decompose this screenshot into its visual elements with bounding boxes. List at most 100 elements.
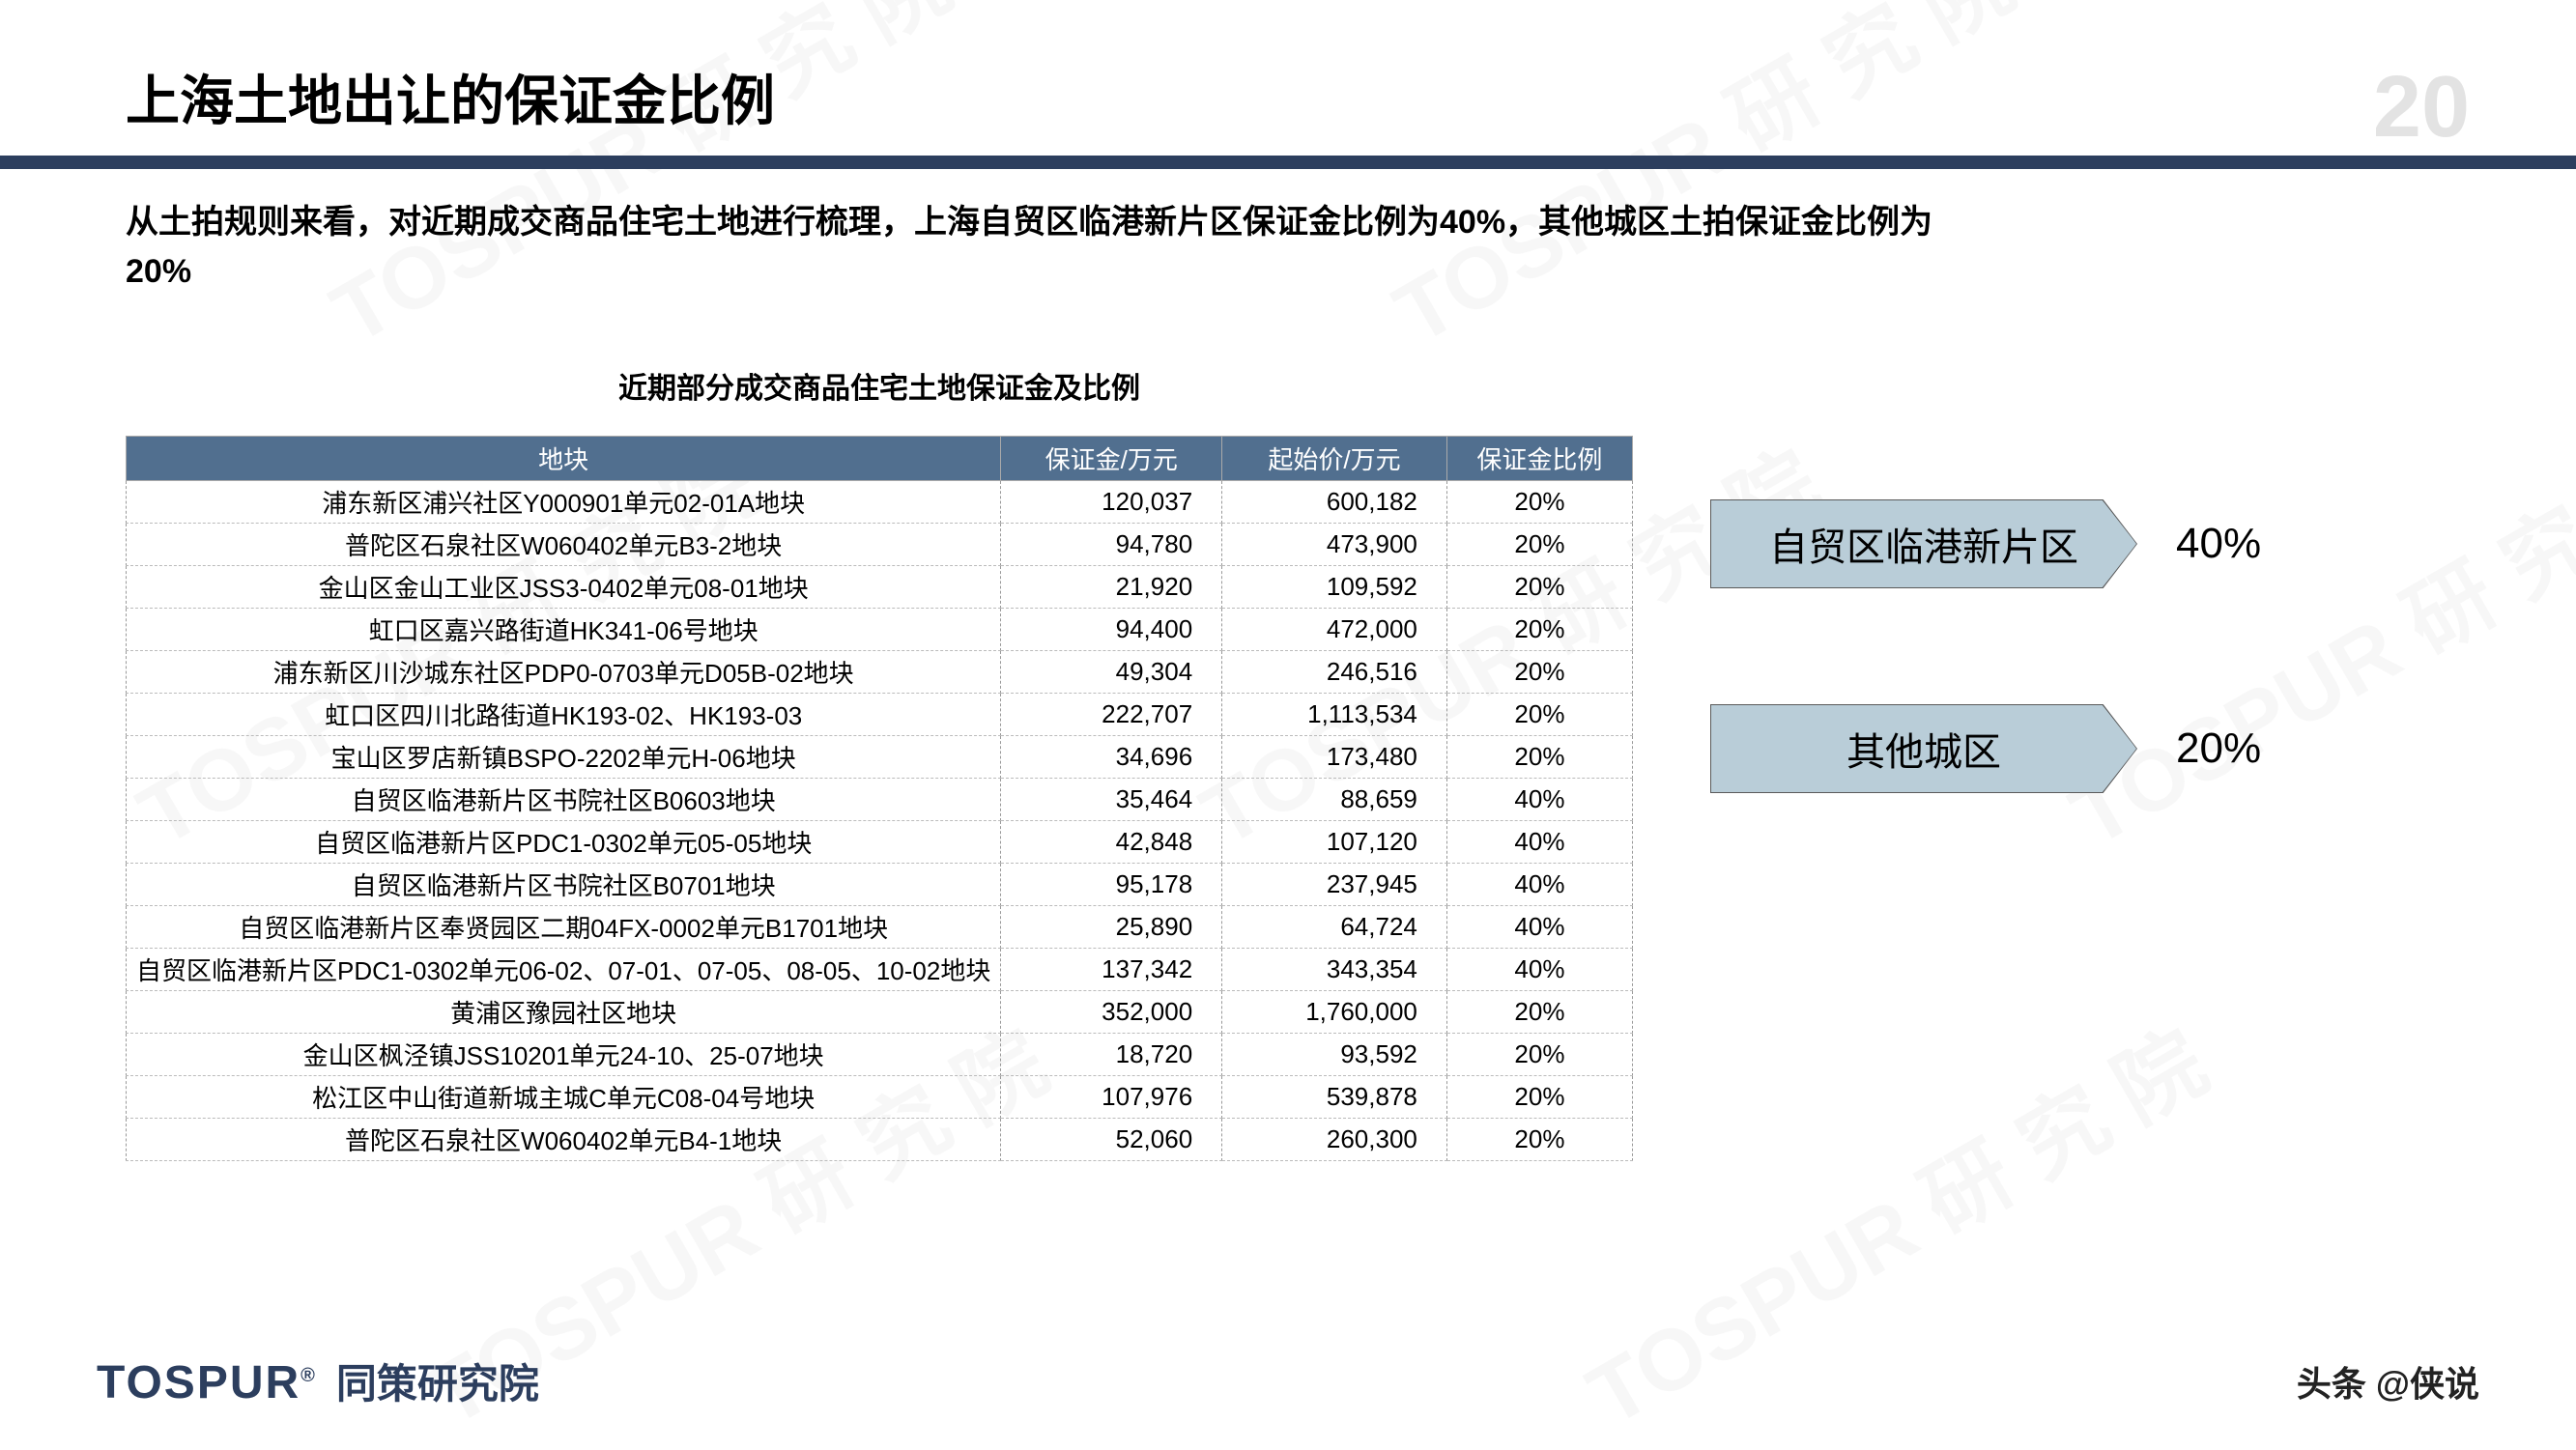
cell-deposit: 94,780	[1001, 524, 1222, 566]
cell-deposit: 49,304	[1001, 651, 1222, 694]
cell-plot: 虹口区嘉兴路街道HK341-06号地块	[127, 609, 1001, 651]
cell-plot: 自贸区临港新片区书院社区B0603地块	[127, 779, 1001, 821]
cell-plot: 自贸区临港新片区PDC1-0302单元06-02、07-01、07-05、08-…	[127, 949, 1001, 991]
table-row: 虹口区四川北路街道HK193-02、HK193-03222,7071,113,5…	[127, 694, 1633, 736]
table-row: 自贸区临港新片区PDC1-0302单元06-02、07-01、07-05、08-…	[127, 949, 1633, 991]
cell-plot: 虹口区四川北路街道HK193-02、HK193-03	[127, 694, 1001, 736]
cell-ratio: 20%	[1446, 524, 1632, 566]
cell-plot: 金山区金山工业区JSS3-0402单元08-01地块	[127, 566, 1001, 609]
col-plot: 地块	[127, 437, 1001, 481]
cell-start: 237,945	[1222, 864, 1447, 906]
cell-ratio: 40%	[1446, 949, 1632, 991]
title-divider	[0, 156, 2576, 169]
cell-start: 600,182	[1222, 481, 1447, 524]
callout-value: 20%	[2176, 725, 2261, 773]
table-row: 虹口区嘉兴路街道HK341-06号地块94,400472,00020%	[127, 609, 1633, 651]
cell-ratio: 20%	[1446, 991, 1632, 1034]
cell-plot: 普陀区石泉社区W060402单元B3-2地块	[127, 524, 1001, 566]
callout-other-districts: 其他城区 20%	[1710, 704, 2261, 793]
cell-plot: 普陀区石泉社区W060402单元B4-1地块	[127, 1119, 1001, 1161]
table-row: 自贸区临港新片区PDC1-0302单元05-05地块42,848107,1204…	[127, 821, 1633, 864]
cell-deposit: 94,400	[1001, 609, 1222, 651]
table-row: 普陀区石泉社区W060402单元B3-2地块94,780473,90020%	[127, 524, 1633, 566]
cell-deposit: 25,890	[1001, 906, 1222, 949]
callouts: 自贸区临港新片区 40% 其他城区 20%	[1710, 499, 2261, 793]
cell-deposit: 35,464	[1001, 779, 1222, 821]
cell-start: 107,120	[1222, 821, 1447, 864]
cell-deposit: 137,342	[1001, 949, 1222, 991]
page-title: 上海土地出让的保证金比例	[126, 58, 2450, 136]
cell-ratio: 20%	[1446, 736, 1632, 779]
cell-ratio: 40%	[1446, 864, 1632, 906]
cell-deposit: 107,976	[1001, 1076, 1222, 1119]
slide: 上海土地出让的保证金比例 从土拍规则来看，对近期成交商品住宅土地进行梳理，上海自…	[0, 0, 2576, 1449]
table-row: 自贸区临港新片区书院社区B0701地块95,178237,94540%	[127, 864, 1633, 906]
callout-free-trade-zone: 自贸区临港新片区 40%	[1710, 499, 2261, 588]
table-row: 自贸区临港新片区书院社区B0603地块35,46488,65940%	[127, 779, 1633, 821]
cell-ratio: 40%	[1446, 906, 1632, 949]
table-row: 松江区中山街道新城主城C单元C08-04号地块107,976539,87820%	[127, 1076, 1633, 1119]
cell-start: 246,516	[1222, 651, 1447, 694]
cell-ratio: 40%	[1446, 779, 1632, 821]
table-row: 金山区金山工业区JSS3-0402单元08-01地块21,920109,5922…	[127, 566, 1633, 609]
cell-start: 64,724	[1222, 906, 1447, 949]
cell-deposit: 222,707	[1001, 694, 1222, 736]
cell-plot: 浦东新区浦兴社区Y000901单元02-01A地块	[127, 481, 1001, 524]
cell-ratio: 40%	[1446, 821, 1632, 864]
cell-plot: 自贸区临港新片区奉贤园区二期04FX-0002单元B1701地块	[127, 906, 1001, 949]
cell-deposit: 120,037	[1001, 481, 1222, 524]
cell-plot: 松江区中山街道新城主城C单元C08-04号地块	[127, 1076, 1001, 1119]
cell-start: 93,592	[1222, 1034, 1447, 1076]
cell-ratio: 20%	[1446, 694, 1632, 736]
cell-ratio: 20%	[1446, 1119, 1632, 1161]
table-row: 金山区枫泾镇JSS10201单元24-10、25-07地块18,72093,59…	[127, 1034, 1633, 1076]
subtitle: 从土拍规则来看，对近期成交商品住宅土地进行梳理，上海自贸区临港新片区保证金比例为…	[126, 198, 1961, 297]
cell-ratio: 20%	[1446, 1076, 1632, 1119]
table-row: 黄浦区豫园社区地块352,0001,760,00020%	[127, 991, 1633, 1034]
brand-logo: TOSPUR® 同策研究院	[97, 1351, 539, 1410]
cell-deposit: 52,060	[1001, 1119, 1222, 1161]
cell-deposit: 352,000	[1001, 991, 1222, 1034]
cell-start: 473,900	[1222, 524, 1447, 566]
cell-start: 260,300	[1222, 1119, 1447, 1161]
table-row: 浦东新区川沙城东社区PDP0-0703单元D05B-02地块49,304246,…	[127, 651, 1633, 694]
cell-ratio: 20%	[1446, 651, 1632, 694]
table-row: 自贸区临港新片区奉贤园区二期04FX-0002单元B1701地块25,89064…	[127, 906, 1633, 949]
cell-start: 343,354	[1222, 949, 1447, 991]
col-ratio: 保证金比例	[1446, 437, 1632, 481]
cell-start: 109,592	[1222, 566, 1447, 609]
cell-plot: 金山区枫泾镇JSS10201单元24-10、25-07地块	[127, 1034, 1001, 1076]
deposit-table-block: 近期部分成交商品住宅土地保证金及比例 地块 保证金/万元 起始价/万元 保证金比…	[126, 364, 1633, 1161]
table-header-row: 地块 保证金/万元 起始价/万元 保证金比例	[127, 437, 1633, 481]
cell-deposit: 34,696	[1001, 736, 1222, 779]
pentagon-label: 自贸区临港新片区	[1711, 500, 2136, 587]
table-row: 浦东新区浦兴社区Y000901单元02-01A地块120,037600,1822…	[127, 481, 1633, 524]
deposit-table: 地块 保证金/万元 起始价/万元 保证金比例 浦东新区浦兴社区Y000901单元…	[126, 436, 1633, 1161]
cell-plot: 宝山区罗店新镇BSPO-2202单元H-06地块	[127, 736, 1001, 779]
cell-plot: 浦东新区川沙城东社区PDP0-0703单元D05B-02地块	[127, 651, 1001, 694]
cell-start: 173,480	[1222, 736, 1447, 779]
cell-start: 88,659	[1222, 779, 1447, 821]
footer: TOSPUR® 同策研究院 头条 @侠说	[0, 1351, 2576, 1410]
cell-plot: 黄浦区豫园社区地块	[127, 991, 1001, 1034]
cell-deposit: 42,848	[1001, 821, 1222, 864]
table-row: 宝山区罗店新镇BSPO-2202单元H-06地块34,696173,48020%	[127, 736, 1633, 779]
callout-value: 40%	[2176, 520, 2261, 568]
cell-deposit: 21,920	[1001, 566, 1222, 609]
brand-en: TOSPUR®	[97, 1356, 317, 1409]
cell-start: 539,878	[1222, 1076, 1447, 1119]
col-deposit: 保证金/万元	[1001, 437, 1222, 481]
source-attribution: 头条 @侠说	[2297, 1356, 2479, 1407]
cell-start: 472,000	[1222, 609, 1447, 651]
cell-plot: 自贸区临港新片区PDC1-0302单元05-05地块	[127, 821, 1001, 864]
cell-start: 1,113,534	[1222, 694, 1447, 736]
cell-ratio: 20%	[1446, 609, 1632, 651]
pentagon-label: 其他城区	[1711, 705, 2136, 792]
brand-cn: 同策研究院	[336, 1351, 539, 1410]
table-row: 普陀区石泉社区W060402单元B4-1地块52,060260,30020%	[127, 1119, 1633, 1161]
cell-plot: 自贸区临港新片区书院社区B0701地块	[127, 864, 1001, 906]
cell-ratio: 20%	[1446, 481, 1632, 524]
cell-deposit: 95,178	[1001, 864, 1222, 906]
cell-deposit: 18,720	[1001, 1034, 1222, 1076]
cell-start: 1,760,000	[1222, 991, 1447, 1034]
